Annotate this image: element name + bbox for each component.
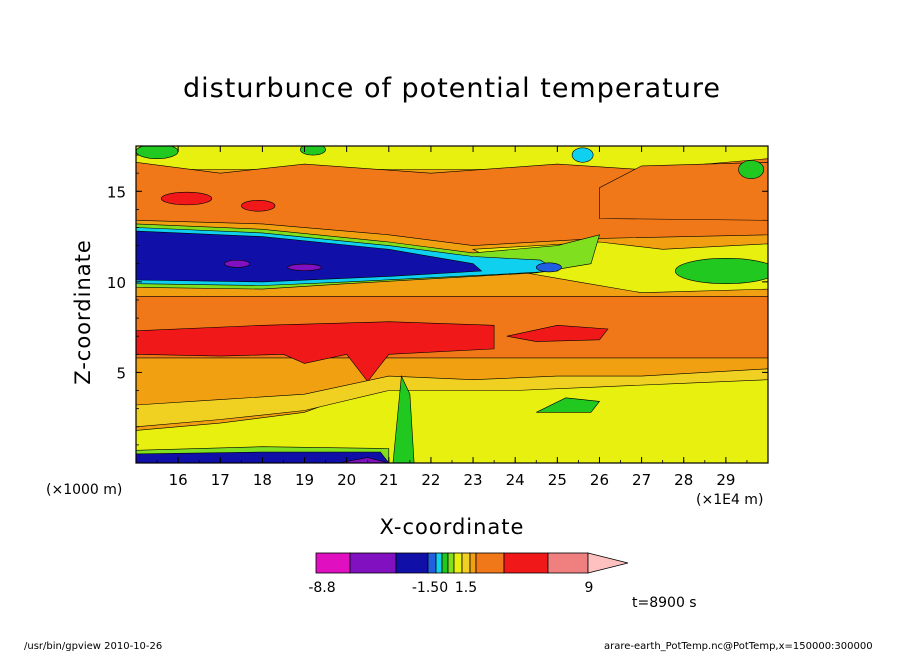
x-tick-label: 29 [716, 471, 735, 489]
colorbar-label: 1.5 [455, 580, 477, 596]
colorbar-segment [453, 552, 463, 574]
field-bottom-purple [338, 457, 389, 463]
x-axis: 16 17 18 19 20 21 22 23 24 25 26 27 28 29 [156, 146, 748, 489]
x-tick-label: 28 [674, 471, 693, 489]
colorbar-segment [315, 552, 351, 574]
field-low-wedge-green [392, 374, 415, 463]
x-tick-label: 16 [169, 471, 188, 489]
y-tick-label: 5 [116, 364, 126, 382]
x-tick-label: 18 [253, 471, 272, 489]
field-green-top-2 [300, 146, 326, 156]
colorbar-segment [441, 552, 449, 574]
y-axis: 5 10 15 [107, 154, 768, 446]
field-red-spot-1 [160, 191, 213, 206]
colorbar-segment [503, 552, 549, 574]
x-tick-label: 21 [379, 471, 398, 489]
x-tick-label: 26 [590, 471, 609, 489]
colorbar-segment [395, 552, 429, 574]
x-tick-label: 23 [464, 471, 483, 489]
field-band-purple-2 [287, 263, 322, 271]
field-band-blue [136, 230, 483, 283]
y-tick-label: 10 [107, 274, 126, 292]
field-band-green-right [675, 258, 768, 284]
time-label: t=8900 s [632, 595, 697, 611]
colorbar-segment [447, 552, 455, 574]
x-tick-label: 25 [548, 471, 567, 489]
colorbar-segment [461, 552, 471, 574]
colorbar-segment [475, 552, 505, 574]
colorbar-segment [469, 552, 477, 574]
chart-title: disturbunce of potential temperature [183, 73, 721, 104]
colorbar-segment [435, 552, 443, 574]
x-tick-label: 22 [421, 471, 440, 489]
field-band-purple-1 [224, 259, 251, 268]
y-tick-label: 15 [107, 183, 126, 201]
colorbar-segment [547, 552, 589, 574]
x-tick-label: 27 [632, 471, 651, 489]
footer-right: arare-earth_PotTemp.nc@PotTemp,x=150000:… [604, 641, 873, 652]
footer-left: /usr/bin/gpview 2010-10-26 [24, 641, 163, 652]
colorbar-segment [349, 552, 397, 574]
y-axis-label: Z-coordinate [71, 239, 95, 385]
field-upper-right-orange [599, 161, 768, 221]
x-tick-label: 20 [337, 471, 356, 489]
x-unit-left: (×1000 m) [46, 482, 123, 498]
field-low-green [536, 397, 601, 413]
heatmap-field [136, 146, 768, 463]
x-tick-label: 19 [295, 471, 314, 489]
colorbar-label: -1.50 [412, 580, 448, 596]
field-green-top-3 [738, 160, 765, 179]
field-red-spot-2 [241, 200, 276, 212]
x-tick-label: 24 [506, 471, 525, 489]
colorbar: -8.8 -1.50 1.5 9 [308, 552, 629, 596]
field-cyan-top [571, 147, 594, 163]
colorbar-segment [427, 552, 437, 574]
colorbar-label: -8.8 [308, 580, 335, 596]
field-low-orange [136, 368, 768, 428]
colorbar-arrow [587, 552, 629, 574]
x-tick-label: 17 [211, 471, 230, 489]
x-unit-right: (×1E4 m) [696, 492, 764, 508]
field-mid-red-right [506, 324, 609, 342]
x-axis-label: X-coordinate [379, 515, 525, 539]
field-band-blue-patch [535, 262, 562, 273]
colorbar-label: 9 [585, 580, 594, 596]
